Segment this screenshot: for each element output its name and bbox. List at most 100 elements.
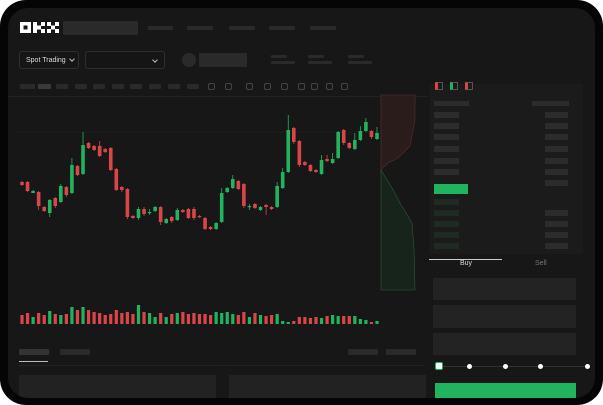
timeframe-button[interactable] <box>20 84 35 89</box>
volume-bar <box>86 310 91 324</box>
pair-select[interactable] <box>85 51 165 69</box>
drawing-tool-icon[interactable] <box>246 83 253 90</box>
orderbook-asks-icon[interactable] <box>465 82 473 90</box>
buy-button[interactable] <box>435 383 576 398</box>
volume-bar <box>181 312 185 324</box>
timeframe-button[interactable] <box>168 84 180 89</box>
slider-stop[interactable] <box>538 364 543 369</box>
candle-body <box>297 141 302 165</box>
bid-size <box>545 221 568 227</box>
sell-tab[interactable]: Sell <box>535 260 547 267</box>
slider-stop[interactable] <box>503 364 508 369</box>
tab-history[interactable] <box>60 349 90 355</box>
ask-price <box>434 146 459 152</box>
volume-bar <box>314 317 318 324</box>
timeframe-button[interactable] <box>149 84 161 89</box>
volume-bar <box>48 311 52 324</box>
timeframe-button[interactable] <box>93 84 105 89</box>
volume-bar <box>225 312 229 324</box>
drawing-tool-icon[interactable] <box>311 83 318 90</box>
candle-body <box>347 143 352 148</box>
price-input[interactable] <box>433 278 576 300</box>
drawing-tool-icon[interactable] <box>208 83 215 90</box>
slider-stop[interactable] <box>585 364 590 369</box>
timeframe-button[interactable] <box>38 84 51 89</box>
bid-price <box>434 210 459 216</box>
okx-logo <box>20 22 59 33</box>
volume-bar <box>142 312 146 324</box>
buy-tab[interactable]: Buy <box>460 260 473 267</box>
drawing-tool-icon[interactable] <box>264 83 271 90</box>
nav-item[interactable] <box>310 26 336 30</box>
stat <box>348 55 364 58</box>
filter-button[interactable] <box>348 349 378 355</box>
candle-body <box>81 145 85 174</box>
volume-bar <box>170 314 174 324</box>
slider-handle[interactable] <box>435 362 443 370</box>
candle-body <box>197 216 202 218</box>
volume-bar <box>31 317 35 324</box>
price-placeholder <box>199 53 247 67</box>
candle-body <box>247 206 252 208</box>
volume-bar <box>247 317 252 324</box>
volume-bar <box>109 314 113 324</box>
candle-body <box>192 209 196 218</box>
ask-price <box>434 169 459 175</box>
volume-bar <box>270 315 274 324</box>
drawing-tool-icon[interactable] <box>281 83 288 90</box>
toolbar-divider <box>8 96 428 97</box>
timeframe-button[interactable] <box>56 84 68 89</box>
volume-bar <box>292 321 296 324</box>
nav-item[interactable] <box>229 26 255 30</box>
drawing-tool-icon[interactable] <box>298 83 305 90</box>
timeframe-button[interactable] <box>130 84 142 89</box>
candlestick-chart <box>18 115 381 324</box>
volume-bar <box>325 316 329 324</box>
candle-body <box>269 207 274 209</box>
drawing-tool-icon[interactable] <box>225 83 232 90</box>
nav-item[interactable] <box>269 26 295 30</box>
candle-body <box>20 182 24 185</box>
tab-open-orders[interactable] <box>19 349 49 355</box>
candle-body <box>42 207 46 211</box>
candle-body <box>86 143 91 148</box>
filter-button[interactable] <box>386 349 416 355</box>
volume-bar <box>303 317 307 324</box>
timeframe-button[interactable] <box>187 84 199 89</box>
timeframe-button[interactable] <box>112 84 124 89</box>
volume-bar <box>369 322 374 324</box>
bid-price <box>434 232 459 238</box>
ask-size <box>545 134 568 140</box>
nav-item[interactable] <box>187 26 213 30</box>
order-card <box>229 375 426 398</box>
nav-item[interactable] <box>148 26 173 30</box>
volume-bar <box>153 317 157 324</box>
drawing-tool-icon[interactable] <box>341 83 348 90</box>
volume-bar <box>103 315 107 324</box>
orderbook-both-icon[interactable] <box>435 82 443 90</box>
volume-bar <box>331 315 335 324</box>
ask-price <box>434 158 459 164</box>
timeframe-button[interactable] <box>75 84 87 89</box>
bid-price <box>434 199 459 205</box>
candle-body <box>353 140 357 149</box>
candle-body <box>242 184 246 206</box>
market-type-select[interactable]: Spot Trading <box>19 51 79 69</box>
orderbook-bids-icon[interactable] <box>450 82 458 90</box>
volume-bar <box>353 316 357 324</box>
total-input[interactable] <box>433 333 576 355</box>
volume-bar <box>98 313 102 324</box>
stat <box>271 55 287 58</box>
volume-bar <box>281 321 285 324</box>
volume-bar <box>347 316 351 324</box>
volume-bar <box>53 314 57 324</box>
search-bar[interactable] <box>63 21 138 35</box>
amount-slider-track[interactable] <box>439 366 587 367</box>
volume-bar <box>319 318 324 324</box>
slider-stop[interactable] <box>467 364 472 369</box>
candle-body <box>208 227 213 229</box>
candle-body <box>375 133 379 139</box>
amount-input[interactable] <box>433 305 576 328</box>
candle-body <box>336 132 340 158</box>
drawing-tool-icon[interactable] <box>326 83 333 90</box>
